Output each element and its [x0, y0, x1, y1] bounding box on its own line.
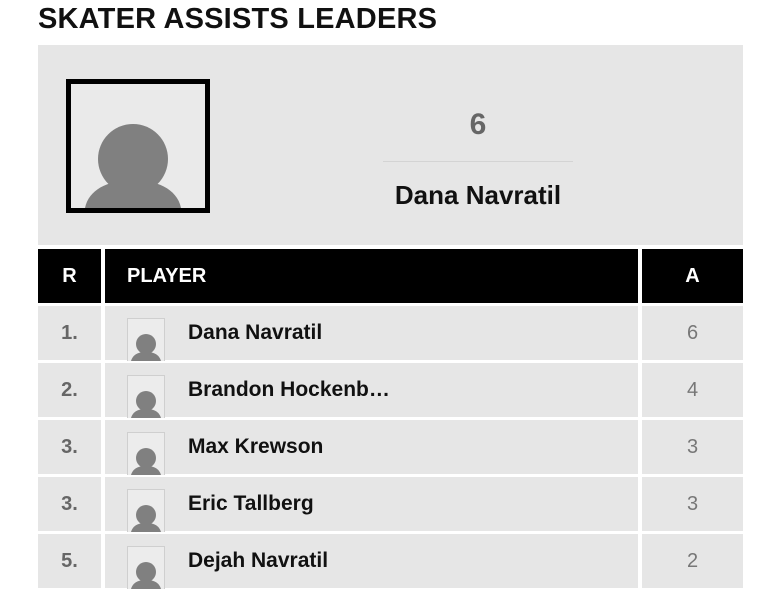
rank-cell: 2.	[38, 363, 101, 417]
player-cell: Max Krewson	[105, 420, 638, 475]
avatar	[127, 546, 165, 589]
page-title: SKATER ASSISTS LEADERS	[38, 3, 438, 35]
player-name-link[interactable]: Dana Navratil	[188, 321, 323, 344]
rank-cell: 5.	[38, 534, 101, 588]
leader-stat-value: 6	[469, 108, 487, 141]
player-name-link[interactable]: Dejah Navratil	[188, 549, 329, 572]
player-cell: Dejah Navratil	[105, 534, 638, 589]
column-header-player[interactable]: PLAYER	[105, 249, 638, 303]
table-header-row: R PLAYER A	[38, 249, 743, 303]
table-row: 5. Dejah Navratil 2	[38, 534, 743, 589]
player-name-link[interactable]: Eric Tallberg	[188, 492, 314, 515]
assists-cell: 4	[642, 363, 743, 417]
person-silhouette-icon	[131, 391, 161, 418]
rank-cell: 3.	[38, 477, 101, 531]
assists-cell: 6	[642, 306, 743, 360]
avatar	[127, 489, 165, 532]
player-name-link[interactable]: Brandon Hockenb…	[188, 378, 390, 401]
table-row: 1. Dana Navratil 6	[38, 306, 743, 361]
person-silhouette-icon	[131, 562, 161, 589]
assists-cell: 3	[642, 420, 743, 474]
leader-name[interactable]: Dana Navratil	[394, 180, 562, 210]
avatar	[127, 318, 165, 361]
column-header-assists[interactable]: A	[642, 249, 743, 303]
assists-cell: 2	[642, 534, 743, 588]
person-silhouette-icon	[131, 505, 161, 532]
leader-photo	[66, 79, 210, 213]
leader-card: 6 Dana Navratil	[38, 45, 743, 245]
player-cell: Eric Tallberg	[105, 477, 638, 532]
assists-cell: 3	[642, 477, 743, 531]
table-row: 3. Max Krewson 3	[38, 420, 743, 475]
avatar	[127, 375, 165, 418]
rank-cell: 1.	[38, 306, 101, 360]
person-silhouette-icon	[131, 334, 161, 361]
player-name-link[interactable]: Max Krewson	[188, 435, 324, 458]
player-cell: Brandon Hockenb…	[105, 363, 638, 418]
person-silhouette-icon	[131, 448, 161, 475]
avatar	[127, 432, 165, 475]
leader-divider	[383, 161, 573, 162]
rank-cell: 3.	[38, 420, 101, 474]
column-header-rank[interactable]: R	[38, 249, 101, 303]
person-silhouette-icon	[71, 84, 195, 208]
table-row: 3. Eric Tallberg 3	[38, 477, 743, 532]
table-row: 2. Brandon Hockenb… 4	[38, 363, 743, 418]
leaders-table: R PLAYER A 1. Dana Navratil 6 2.	[38, 249, 743, 591]
player-cell: Dana Navratil	[105, 306, 638, 361]
